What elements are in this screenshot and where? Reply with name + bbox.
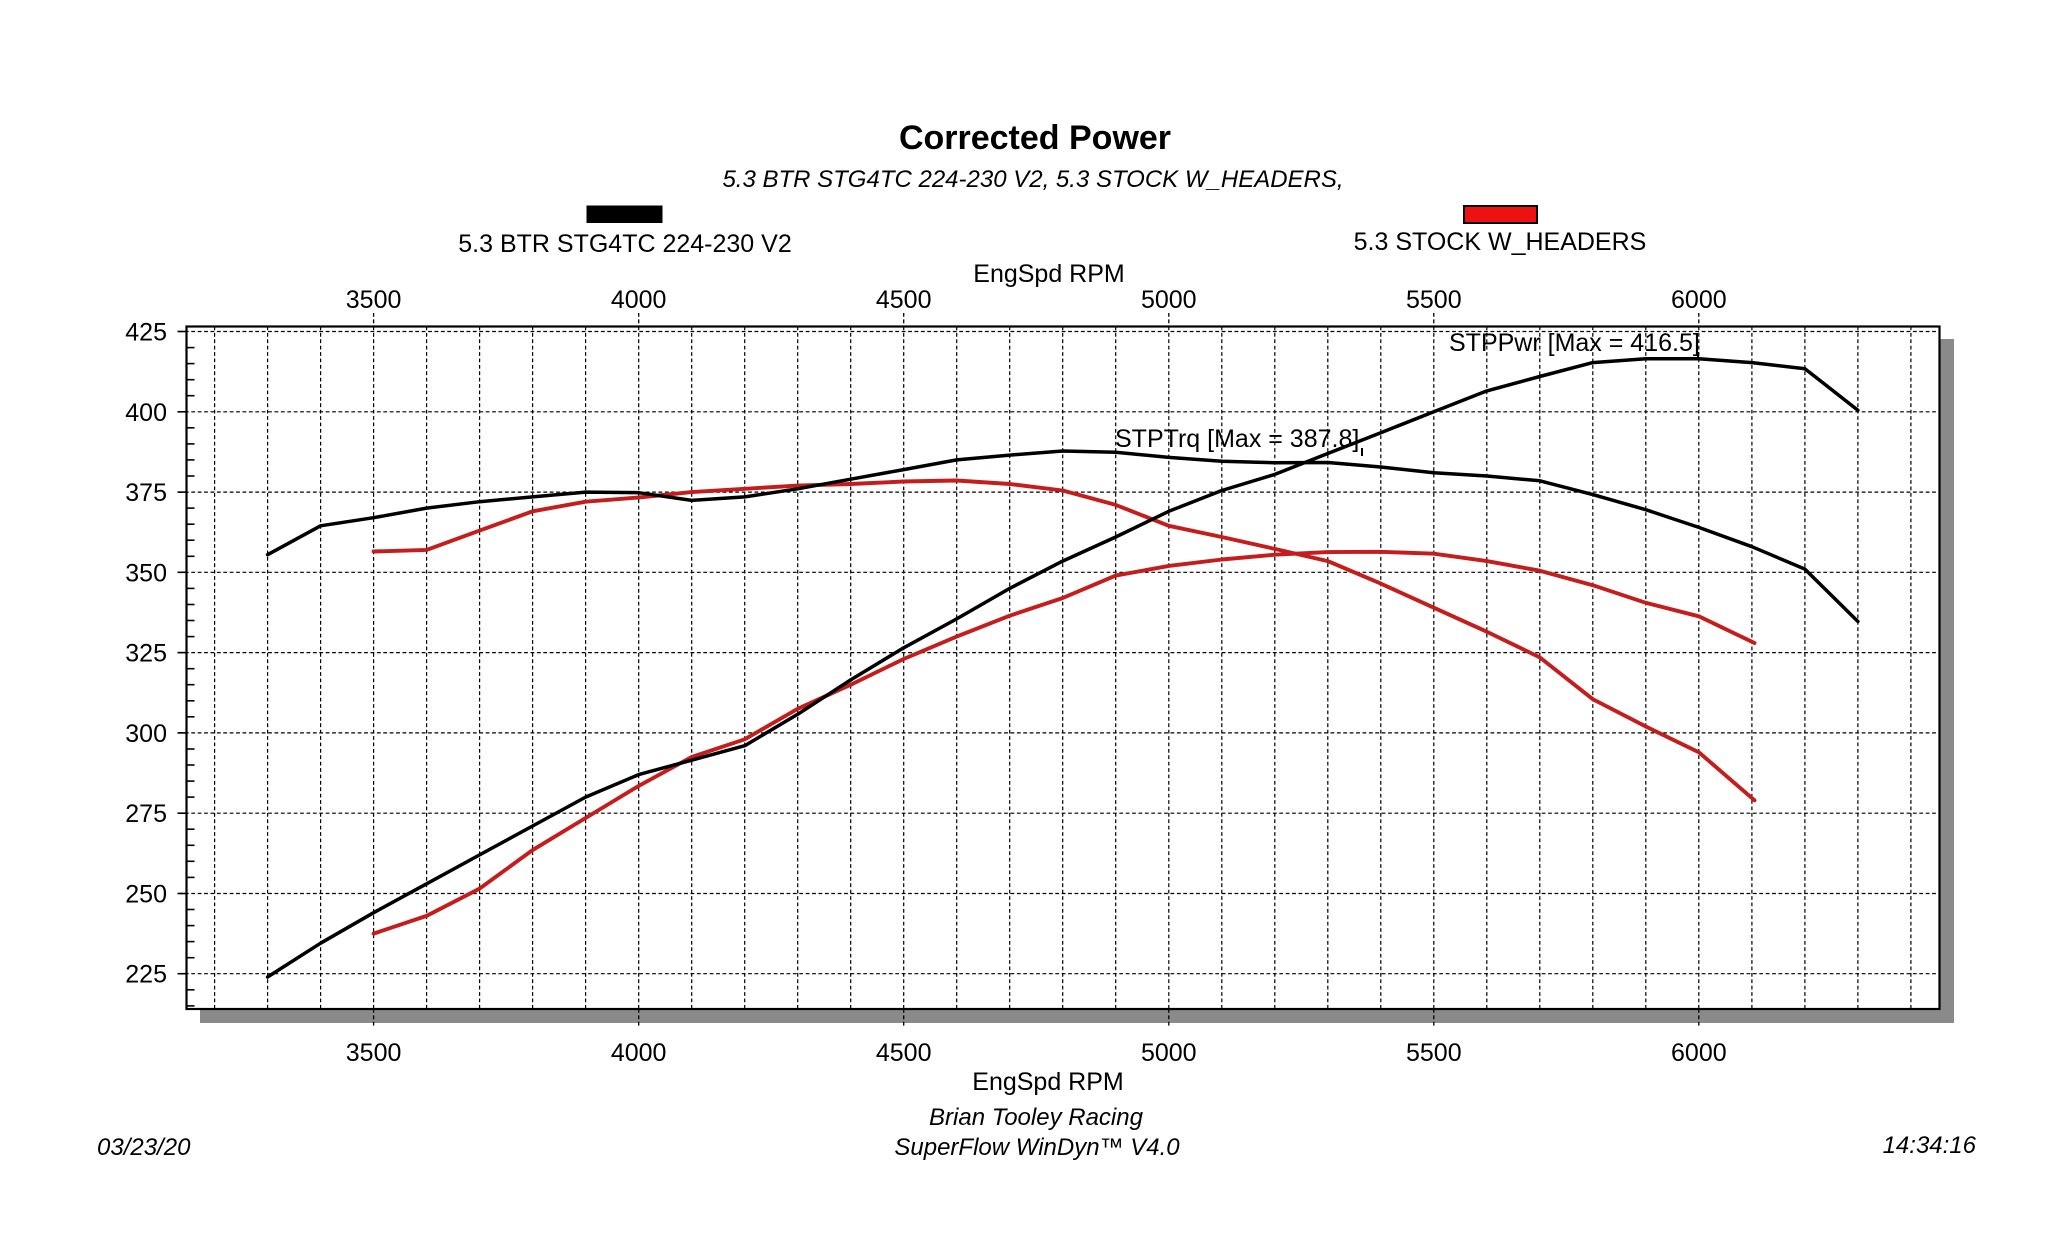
svg-text:14:34:16: 14:34:16 xyxy=(1883,1132,1977,1159)
svg-text:STPPwr [Max = 416.5]: STPPwr [Max = 416.5] xyxy=(1449,329,1700,357)
svg-text:5500: 5500 xyxy=(1406,286,1462,314)
svg-text:5500: 5500 xyxy=(1406,1039,1462,1067)
svg-text:250: 250 xyxy=(125,880,167,908)
svg-text:SuperFlow WinDyn™ V4.0: SuperFlow WinDyn™ V4.0 xyxy=(894,1134,1180,1161)
svg-text:4000: 4000 xyxy=(611,1039,667,1067)
svg-text:400: 400 xyxy=(125,399,167,427)
svg-text:03/23/20: 03/23/20 xyxy=(97,1134,191,1161)
svg-text:5000: 5000 xyxy=(1141,286,1197,314)
svg-text:6000: 6000 xyxy=(1671,1039,1727,1067)
svg-text:4500: 4500 xyxy=(876,1039,932,1067)
svg-text:225: 225 xyxy=(125,961,167,989)
svg-text:3500: 3500 xyxy=(346,1039,402,1067)
svg-text:5.3 STOCK W_HEADERS: 5.3 STOCK W_HEADERS xyxy=(1354,228,1647,256)
svg-text:Corrected Power: Corrected Power xyxy=(899,119,1171,157)
svg-text:STPTrq [Max = 387.8]: STPTrq [Max = 387.8] xyxy=(1115,425,1359,453)
svg-text:375: 375 xyxy=(125,479,167,507)
svg-text:4000: 4000 xyxy=(611,286,667,314)
svg-text:350: 350 xyxy=(125,559,167,587)
svg-text:300: 300 xyxy=(125,720,167,748)
svg-text:EngSpd RPM: EngSpd RPM xyxy=(973,260,1124,288)
svg-text:3500: 3500 xyxy=(346,286,402,314)
svg-text:5000: 5000 xyxy=(1141,1039,1197,1067)
svg-text:5.3 BTR STG4TC 224-230 V2: 5.3 BTR STG4TC 224-230 V2 xyxy=(458,230,791,258)
svg-text:5.3 BTR STG4TC 224-230 V2, 5.3: 5.3 BTR STG4TC 224-230 V2, 5.3 STOCK W_H… xyxy=(722,166,1343,193)
svg-text:Brian Tooley Racing: Brian Tooley Racing xyxy=(929,1104,1144,1131)
svg-text:4500: 4500 xyxy=(876,286,932,314)
svg-text:325: 325 xyxy=(125,640,167,668)
svg-text:275: 275 xyxy=(125,800,167,828)
svg-text:EngSpd RPM: EngSpd RPM xyxy=(972,1068,1123,1096)
svg-text:6000: 6000 xyxy=(1671,286,1727,314)
svg-text:425: 425 xyxy=(125,319,167,347)
